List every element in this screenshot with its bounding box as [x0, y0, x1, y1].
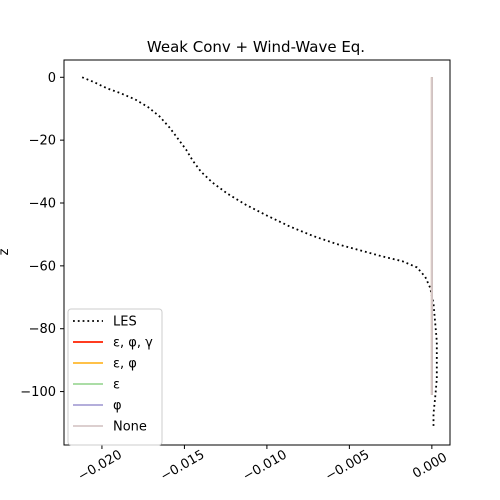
chart-title: Weak Conv + Wind-Wave Eq. [147, 38, 365, 56]
x-tick-label: −0.015 [158, 447, 207, 484]
legend-label: ε [113, 378, 120, 393]
y-axis-label: z [0, 248, 12, 255]
legend-label: ε, φ [113, 357, 137, 372]
series-line-0 [81, 76, 438, 427]
x-tick-label: −0.020 [76, 447, 125, 484]
y-tick-label: −100 [20, 385, 56, 400]
y-tick-label: −20 [29, 134, 56, 149]
y-tick-label: 0 [48, 71, 56, 86]
legend-box [67, 308, 163, 446]
x-tick-label: −0.010 [241, 447, 290, 484]
y-tick-label: −60 [29, 259, 56, 274]
y-tick-label: −40 [29, 197, 56, 212]
x-tick-label: −0.005 [323, 447, 372, 484]
plot-frame [63, 59, 451, 446]
legend-label: LES [113, 315, 137, 330]
y-tick-label: −80 [29, 322, 56, 337]
x-tick-label: 0.000 [410, 450, 450, 482]
legend-label: φ [113, 399, 122, 414]
legend-label: ε, φ, γ [113, 336, 153, 351]
legend-label: None [113, 420, 147, 435]
